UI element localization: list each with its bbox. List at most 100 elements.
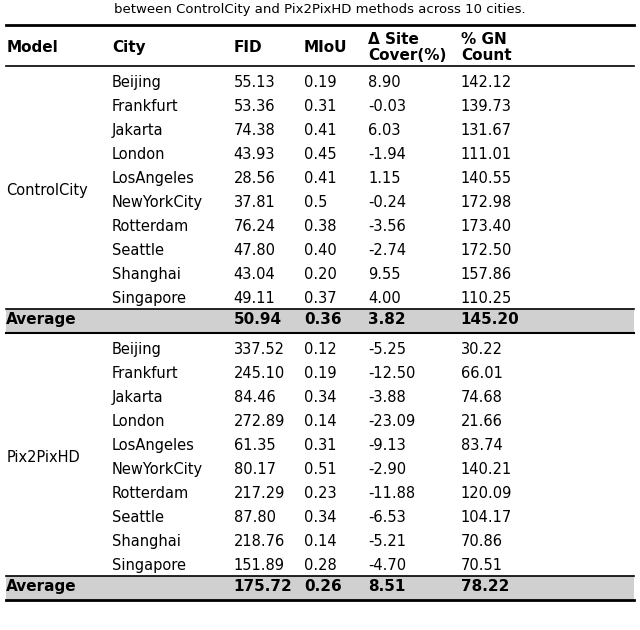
Text: 50.94: 50.94 (234, 312, 282, 327)
Text: 145.20: 145.20 (461, 312, 520, 327)
Text: 0.26: 0.26 (304, 578, 342, 593)
Text: 83.74: 83.74 (461, 438, 502, 453)
Text: 8.90: 8.90 (368, 76, 401, 91)
Text: 87.80: 87.80 (234, 510, 276, 525)
Text: 70.51: 70.51 (461, 558, 503, 573)
Text: -3.88: -3.88 (368, 390, 406, 405)
Text: 43.93: 43.93 (234, 147, 275, 163)
Text: 104.17: 104.17 (461, 510, 512, 525)
Text: 80.17: 80.17 (234, 462, 276, 477)
Text: 0.14: 0.14 (304, 534, 337, 549)
Text: LosAngeles: LosAngeles (112, 438, 195, 453)
Text: -12.50: -12.50 (368, 366, 415, 381)
Text: 110.25: 110.25 (461, 291, 512, 306)
Text: Pix2PixHD: Pix2PixHD (6, 450, 80, 465)
Text: Beijing: Beijing (112, 342, 162, 357)
Text: 37.81: 37.81 (234, 195, 275, 210)
Text: Average: Average (6, 312, 77, 327)
Text: -4.70: -4.70 (368, 558, 406, 573)
Text: NewYorkCity: NewYorkCity (112, 195, 203, 210)
Text: -5.25: -5.25 (368, 342, 406, 357)
Text: 49.11: 49.11 (234, 291, 275, 306)
Text: 0.28: 0.28 (304, 558, 337, 573)
Text: 0.36: 0.36 (304, 312, 342, 327)
Text: 140.55: 140.55 (461, 171, 512, 186)
Text: Model: Model (6, 40, 58, 55)
Text: -3.56: -3.56 (368, 219, 406, 234)
Text: 47.80: 47.80 (234, 243, 276, 258)
Text: Average: Average (6, 578, 77, 593)
Text: Seattle: Seattle (112, 510, 164, 525)
Text: -6.53: -6.53 (368, 510, 406, 525)
Text: 139.73: 139.73 (461, 100, 511, 115)
Text: 66.01: 66.01 (461, 366, 502, 381)
Text: 74.38: 74.38 (234, 123, 275, 139)
Text: 218.76: 218.76 (234, 534, 285, 549)
Text: London: London (112, 147, 166, 163)
Bar (6, 576, 634, 600)
Text: 0.40: 0.40 (304, 243, 337, 258)
Text: 6.03: 6.03 (368, 123, 401, 139)
Text: 217.29: 217.29 (234, 486, 285, 501)
Text: 151.89: 151.89 (234, 558, 285, 573)
Text: -0.24: -0.24 (368, 195, 406, 210)
Text: 111.01: 111.01 (461, 147, 512, 163)
Text: 76.24: 76.24 (234, 219, 276, 234)
Text: 28.56: 28.56 (234, 171, 275, 186)
Text: -5.21: -5.21 (368, 534, 406, 549)
Text: 55.13: 55.13 (234, 76, 275, 91)
Text: Beijing: Beijing (112, 76, 162, 91)
Text: 0.23: 0.23 (304, 486, 337, 501)
Text: 53.36: 53.36 (234, 100, 275, 115)
Text: between ControlCity and Pix2PixHD methods across 10 cities.: between ControlCity and Pix2PixHD method… (114, 3, 526, 16)
Text: 0.51: 0.51 (304, 462, 337, 477)
Text: FID: FID (234, 40, 262, 55)
Text: 1.15: 1.15 (368, 171, 401, 186)
Text: Shanghai: Shanghai (112, 534, 181, 549)
Text: Shanghai: Shanghai (112, 267, 181, 282)
Text: 175.72: 175.72 (234, 578, 292, 593)
Text: % GN: % GN (461, 32, 506, 47)
Text: 74.68: 74.68 (461, 390, 502, 405)
Text: Rotterdam: Rotterdam (112, 486, 189, 501)
Text: Δ Site: Δ Site (368, 32, 419, 47)
Text: Cover(%): Cover(%) (368, 48, 446, 63)
Text: Count: Count (461, 48, 511, 63)
Text: Rotterdam: Rotterdam (112, 219, 189, 234)
Text: 120.09: 120.09 (461, 486, 512, 501)
Text: 0.34: 0.34 (304, 390, 337, 405)
Text: 0.19: 0.19 (304, 76, 337, 91)
Text: 78.22: 78.22 (461, 578, 509, 593)
Text: 0.45: 0.45 (304, 147, 337, 163)
Text: Jakarta: Jakarta (112, 390, 164, 405)
Text: 173.40: 173.40 (461, 219, 512, 234)
Text: -1.94: -1.94 (368, 147, 406, 163)
Text: 21.66: 21.66 (461, 414, 502, 429)
Text: Frankfurt: Frankfurt (112, 100, 179, 115)
Text: -2.90: -2.90 (368, 462, 406, 477)
Text: 172.50: 172.50 (461, 243, 512, 258)
Text: MIoU: MIoU (304, 40, 348, 55)
Text: 84.46: 84.46 (234, 390, 275, 405)
Text: ControlCity: ControlCity (6, 183, 88, 198)
Text: 272.89: 272.89 (234, 414, 285, 429)
Text: -0.03: -0.03 (368, 100, 406, 115)
Text: 3.82: 3.82 (368, 312, 406, 327)
Text: -2.74: -2.74 (368, 243, 406, 258)
Text: 131.67: 131.67 (461, 123, 512, 139)
Text: 0.5: 0.5 (304, 195, 328, 210)
Text: 157.86: 157.86 (461, 267, 512, 282)
Text: Singapore: Singapore (112, 558, 186, 573)
Text: -23.09: -23.09 (368, 414, 415, 429)
Text: Frankfurt: Frankfurt (112, 366, 179, 381)
Text: Jakarta: Jakarta (112, 123, 164, 139)
Text: 245.10: 245.10 (234, 366, 285, 381)
Text: 0.20: 0.20 (304, 267, 337, 282)
Text: 337.52: 337.52 (234, 342, 285, 357)
Text: -11.88: -11.88 (368, 486, 415, 501)
Text: 0.34: 0.34 (304, 510, 337, 525)
Text: City: City (112, 40, 146, 55)
Text: 0.41: 0.41 (304, 123, 337, 139)
Text: 0.31: 0.31 (304, 100, 337, 115)
Text: 0.12: 0.12 (304, 342, 337, 357)
